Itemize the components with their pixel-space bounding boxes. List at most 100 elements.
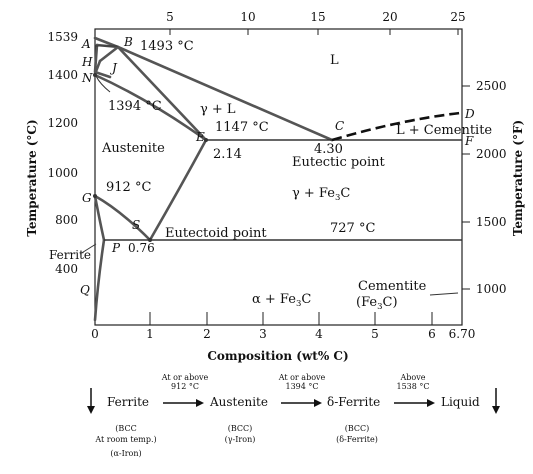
flow-austenite: Austenite: [209, 395, 268, 409]
line-J-N: [93, 59, 102, 76]
bottom-tick-label: 2: [203, 327, 211, 341]
label-eutectoid-point: Eutectoid point: [165, 226, 267, 241]
point-D: D: [464, 107, 475, 121]
right-arrow-head-icon: [427, 399, 435, 407]
left-tick-label: 1000: [47, 166, 78, 180]
point-G: G: [82, 191, 92, 205]
delta-region-H-J: [95, 43, 120, 63]
label-alpha-fe3c: α + Fe3C: [252, 292, 311, 309]
x-axis-title: Composition (wt% C): [207, 349, 348, 363]
label-2.14: 2.14: [213, 147, 242, 162]
point-P: P: [111, 241, 121, 255]
bottom-tick-label: 1: [146, 327, 154, 341]
point-F: F: [464, 134, 474, 148]
right-arrow-head-icon: [196, 399, 204, 407]
top-tick-marks: [169, 29, 459, 35]
label-cementite: Cementite: [358, 279, 427, 294]
arrow-ferrite: [79, 243, 97, 255]
label-0.76: 0.76: [128, 241, 155, 255]
flow-delta-ferrite: δ-Ferrite: [327, 395, 380, 409]
point-J: J: [109, 61, 118, 75]
plot-frame: [94, 28, 463, 326]
bottom-tick-label: 4: [315, 327, 323, 341]
transformation-flow: Ferrite At or above 912 °C Austenite At …: [87, 373, 500, 458]
flow-cond-2a: At or above: [278, 373, 326, 382]
flow-cond-3a: Above: [400, 373, 426, 382]
bottom-tick-label: 6: [428, 327, 436, 341]
flow-cond-1a: At or above: [161, 373, 209, 382]
down-arrow-head-icon: [87, 406, 95, 414]
flow-cond-3b: 1538 °C: [396, 382, 429, 391]
point-Q: Q: [80, 283, 90, 297]
point-A: A: [81, 37, 91, 51]
label-L-cementite: L + Cementite: [396, 123, 492, 138]
flow-sub-3a: (BCC): [345, 424, 370, 433]
flow-cond-1b: 912 °C: [171, 382, 199, 391]
top-tick-label: 10: [240, 10, 255, 24]
label-L: L: [330, 53, 339, 68]
left-tick-label: 800: [55, 213, 78, 227]
label-gamma-fe3c: γ + Fe3C: [292, 186, 350, 203]
flow-sub-3b: (δ-Ferrite): [336, 435, 378, 444]
left-tick-label: 1539: [47, 30, 78, 44]
bottom-tick-label: 5: [371, 327, 379, 341]
point-N: N: [81, 71, 93, 85]
bottom-tick-label: 0: [91, 327, 99, 341]
right-tick-label: 1500: [476, 215, 507, 229]
label-ferrite: Ferrite: [49, 248, 91, 262]
flow-sub-1c: (α-Iron): [110, 449, 141, 458]
line-G-P: [93, 194, 106, 242]
bottom-tick-label: 3: [259, 327, 267, 341]
label-1493: 1493 °C: [140, 39, 194, 54]
label-gamma-L: γ + L: [200, 102, 236, 117]
y-axis-title-right: Temperature (°F): [511, 120, 525, 236]
point-E: E: [195, 130, 205, 144]
right-arrow-head-icon: [314, 399, 322, 407]
point-C: C: [335, 119, 344, 133]
austenite-N-E: [93, 73, 208, 142]
flow-sub-1b: At room temp.): [94, 435, 156, 444]
arrow-cementite: [429, 292, 459, 296]
flow-sub-2b: (γ-Iron): [225, 435, 256, 444]
phase-boundaries: [93, 36, 334, 322]
left-tick-label: 1400: [47, 68, 78, 82]
cementite-liquidus-C-D: [331, 111, 461, 142]
top-tick-label: 15: [310, 10, 325, 24]
right-tick-label: 1000: [476, 282, 507, 296]
right-tick-marks: [462, 85, 470, 290]
label-727: 727 °C: [330, 221, 375, 236]
delta-region-N: [93, 43, 112, 79]
line-P-Q: [93, 238, 106, 322]
line-G-S: [93, 194, 152, 242]
point-H: H: [81, 55, 93, 69]
right-tick-label: 2000: [476, 147, 507, 161]
label-fe3c: (Fe3C): [356, 295, 398, 312]
flow-sub-2a: (BCC): [228, 424, 253, 433]
bottom-tick-marks: [149, 312, 433, 325]
flow-sub-1a: (BCC: [115, 424, 136, 433]
flow-cond-2b: 1394 °C: [285, 382, 318, 391]
label-4.30: 4.30: [314, 142, 343, 157]
down-arrow-head-icon: [492, 406, 500, 414]
liquidus-A-C: [93, 36, 334, 142]
flow-liquid: Liquid: [441, 395, 480, 409]
right-tick-label: 2500: [476, 79, 507, 93]
label-1147: 1147 °C: [215, 120, 269, 135]
label-912: 912 °C: [106, 180, 151, 195]
y-axis-title-left: Temperature (°C): [25, 119, 39, 236]
flow-ferrite: Ferrite: [107, 395, 149, 409]
label-eutectic-point: Eutectic point: [292, 155, 386, 170]
top-tick-label: 25: [450, 10, 465, 24]
left-tick-label: 1200: [47, 116, 78, 130]
point-S: S: [132, 218, 140, 232]
label-1394: 1394 °C: [108, 99, 162, 114]
line-S-E: [148, 138, 208, 242]
solidus-B-E: [116, 45, 208, 142]
arrow-1394: [95, 75, 111, 93]
top-tick-label: 20: [382, 10, 397, 24]
label-austenite: Austenite: [101, 141, 165, 156]
point-B: B: [123, 35, 133, 49]
top-tick-label: 5: [166, 10, 174, 24]
